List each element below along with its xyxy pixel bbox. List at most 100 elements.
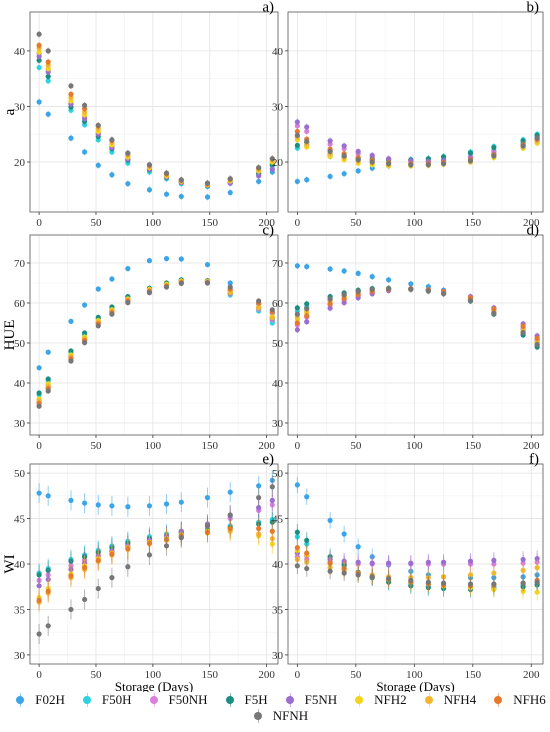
data-point (204, 280, 211, 286)
data-point (327, 138, 333, 144)
data-point (534, 555, 540, 562)
data-point (440, 559, 447, 565)
y-tick-label: 70 (14, 258, 26, 270)
x-tick-label: 200 (523, 217, 540, 229)
data-point (68, 91, 74, 97)
data-point (36, 403, 42, 409)
legend-swatch-icon (349, 693, 371, 707)
data-point (256, 305, 262, 311)
x-tick-label: 200 (258, 217, 275, 229)
data-point (440, 161, 447, 167)
x-tick-label: 200 (258, 669, 275, 681)
data-point (534, 589, 540, 595)
panel-border (29, 234, 279, 436)
data-point (45, 59, 51, 65)
data-point (45, 376, 51, 382)
data-point (467, 150, 474, 156)
data-point (385, 277, 392, 283)
data-point (355, 572, 361, 578)
data-point (256, 483, 262, 489)
data-point (534, 342, 540, 348)
data-point (425, 579, 431, 585)
data-point (125, 266, 131, 272)
data-point (341, 570, 347, 576)
data-point (327, 568, 333, 574)
legend-row-1: F02H F50H F50NH F5H F5NH NFH2 NFH4 NFH6 (10, 692, 546, 708)
data-point (68, 318, 74, 324)
legend-item-nfh6: NFH6 (488, 692, 546, 708)
data-point (304, 177, 310, 183)
x-tick-label: 200 (523, 440, 540, 452)
data-point (385, 161, 392, 167)
data-point (385, 156, 392, 162)
panel-background (288, 12, 543, 212)
data-point (467, 158, 474, 164)
data-point (269, 484, 275, 490)
panel-tag: e) (262, 452, 274, 468)
data-point (491, 306, 497, 312)
panel-background (30, 12, 278, 212)
y-tick-label: 70 (272, 258, 284, 270)
data-point (385, 286, 392, 292)
data-point (146, 258, 153, 264)
legend-item-nfnh: NFNH (248, 708, 308, 724)
data-point (355, 148, 361, 155)
legend-label: NFH2 (374, 692, 407, 707)
data-point (491, 144, 497, 151)
data-point (227, 189, 233, 196)
chart-figure: 20 30 40 0 50 100 150 200 a) a 20 30 40 0 50 100 150 200 b… (2, 0, 544, 692)
data-point (369, 159, 375, 165)
data-point (109, 503, 115, 509)
data-point (440, 154, 447, 160)
data-point (294, 563, 300, 569)
data-point (355, 544, 361, 550)
data-point (36, 57, 42, 63)
data-point (36, 42, 42, 48)
y-axis-label: a (2, 108, 18, 115)
x-tick-label: 50 (90, 669, 102, 681)
y-tick-label: 30 (272, 418, 284, 430)
legend-swatch-icon (77, 693, 99, 707)
data-point (327, 301, 333, 307)
data-point (178, 177, 184, 183)
data-point (109, 172, 115, 178)
data-point (269, 307, 275, 313)
data-point (256, 298, 262, 304)
legend-swatch-icon (10, 693, 32, 707)
series-nfnh (36, 30, 275, 187)
data-point (36, 597, 42, 603)
data-point (304, 319, 310, 325)
data-point (227, 489, 233, 495)
panel-e: 30 35 40 45 50 0 50 100 150 200 e) WI (2, 452, 279, 681)
data-point (304, 494, 310, 500)
data-point (95, 323, 101, 329)
data-point (125, 181, 131, 187)
data-point (82, 340, 88, 346)
x-tick-label: 150 (201, 217, 218, 229)
data-point (294, 178, 300, 185)
series-nfnh (294, 285, 540, 348)
y-tick-label: 30 (14, 101, 26, 113)
data-point (36, 365, 42, 371)
data-point (95, 286, 101, 292)
data-point (467, 572, 474, 578)
data-point (294, 263, 300, 269)
y-tick-label: 30 (14, 418, 26, 430)
data-point (146, 503, 153, 509)
x-tick-label: 100 (145, 217, 162, 229)
data-point (36, 490, 42, 496)
x-tick-label: 50 (350, 669, 362, 681)
data-point (355, 270, 361, 276)
y-axis-label: WI (2, 554, 18, 573)
data-point (385, 560, 392, 566)
data-point (82, 565, 88, 571)
data-point (125, 545, 131, 552)
data-point (369, 152, 375, 158)
data-point (304, 537, 310, 543)
data-point (294, 311, 300, 317)
data-point (256, 178, 262, 185)
data-point (146, 540, 153, 546)
data-point (369, 560, 375, 566)
series-nfnh (36, 280, 275, 409)
data-point (294, 142, 300, 148)
